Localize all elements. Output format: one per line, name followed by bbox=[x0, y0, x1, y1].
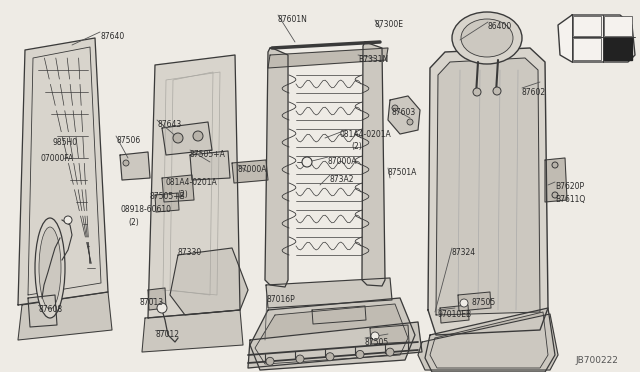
Polygon shape bbox=[312, 306, 366, 324]
Polygon shape bbox=[430, 312, 548, 368]
Text: 87643: 87643 bbox=[157, 120, 181, 129]
Circle shape bbox=[552, 162, 558, 168]
Polygon shape bbox=[436, 58, 540, 315]
Bar bbox=[573, 16, 601, 36]
Text: 87505+B: 87505+B bbox=[150, 192, 186, 201]
Polygon shape bbox=[155, 193, 179, 212]
Text: 97010EB: 97010EB bbox=[438, 310, 472, 319]
Polygon shape bbox=[545, 158, 567, 202]
Text: 87505+A: 87505+A bbox=[190, 150, 226, 159]
Text: 87300E: 87300E bbox=[375, 20, 404, 29]
Text: 87602: 87602 bbox=[522, 88, 546, 97]
Text: 87016P: 87016P bbox=[267, 295, 296, 304]
Polygon shape bbox=[425, 308, 555, 372]
Text: 87640: 87640 bbox=[100, 32, 124, 41]
Text: (2): (2) bbox=[177, 190, 188, 199]
Text: 86400: 86400 bbox=[488, 22, 512, 31]
Text: 873A2: 873A2 bbox=[330, 175, 355, 184]
Text: 87603: 87603 bbox=[392, 108, 416, 117]
Circle shape bbox=[460, 299, 468, 307]
Polygon shape bbox=[28, 295, 57, 327]
Circle shape bbox=[193, 131, 203, 141]
Circle shape bbox=[386, 348, 394, 356]
Polygon shape bbox=[265, 48, 288, 287]
Polygon shape bbox=[250, 298, 415, 370]
Bar bbox=[604, 38, 632, 60]
Bar bbox=[604, 16, 632, 36]
Polygon shape bbox=[190, 151, 230, 180]
Polygon shape bbox=[248, 322, 422, 368]
Circle shape bbox=[64, 216, 72, 224]
Polygon shape bbox=[268, 48, 388, 68]
Text: 07000FA: 07000FA bbox=[40, 154, 73, 163]
Text: B7331N: B7331N bbox=[358, 55, 388, 64]
Text: B7611Q: B7611Q bbox=[555, 195, 585, 204]
Polygon shape bbox=[142, 310, 243, 352]
Circle shape bbox=[493, 87, 501, 95]
Polygon shape bbox=[170, 248, 248, 315]
Circle shape bbox=[473, 88, 481, 96]
Circle shape bbox=[173, 133, 183, 143]
Text: 985H0: 985H0 bbox=[52, 138, 77, 147]
Circle shape bbox=[302, 157, 312, 167]
Polygon shape bbox=[18, 292, 112, 340]
Polygon shape bbox=[558, 15, 635, 62]
Text: 87000A: 87000A bbox=[328, 157, 358, 166]
Text: 87501A: 87501A bbox=[388, 168, 417, 177]
Ellipse shape bbox=[461, 19, 513, 57]
Circle shape bbox=[326, 353, 334, 361]
Ellipse shape bbox=[35, 218, 65, 318]
Circle shape bbox=[356, 350, 364, 359]
Text: 87506: 87506 bbox=[116, 136, 140, 145]
Polygon shape bbox=[370, 325, 409, 344]
Polygon shape bbox=[418, 314, 558, 370]
Circle shape bbox=[392, 105, 398, 111]
Text: 08918-60610: 08918-60610 bbox=[120, 205, 171, 214]
Circle shape bbox=[296, 355, 304, 363]
Circle shape bbox=[266, 357, 274, 365]
Polygon shape bbox=[18, 38, 108, 305]
Text: 081A4-0201A: 081A4-0201A bbox=[166, 178, 218, 187]
Text: B7620P: B7620P bbox=[555, 182, 584, 191]
Polygon shape bbox=[120, 152, 150, 180]
Text: 87324: 87324 bbox=[452, 248, 476, 257]
Text: (2): (2) bbox=[128, 218, 139, 227]
Text: 87330: 87330 bbox=[178, 248, 202, 257]
Ellipse shape bbox=[39, 227, 61, 309]
Polygon shape bbox=[362, 42, 385, 286]
Text: 87601N: 87601N bbox=[278, 15, 308, 24]
Text: 87000A: 87000A bbox=[238, 165, 268, 174]
Polygon shape bbox=[266, 278, 392, 308]
Circle shape bbox=[371, 332, 379, 340]
Text: 87608: 87608 bbox=[38, 305, 62, 314]
Polygon shape bbox=[162, 122, 212, 155]
Bar bbox=[573, 38, 601, 60]
Text: (2): (2) bbox=[351, 142, 362, 151]
Circle shape bbox=[123, 160, 129, 166]
Polygon shape bbox=[428, 48, 548, 335]
Text: 87505: 87505 bbox=[365, 338, 389, 347]
Polygon shape bbox=[440, 305, 469, 323]
Text: JB700222: JB700222 bbox=[575, 356, 618, 365]
Polygon shape bbox=[148, 288, 166, 310]
Ellipse shape bbox=[452, 12, 522, 64]
Text: 87012: 87012 bbox=[155, 330, 179, 339]
Polygon shape bbox=[458, 292, 491, 311]
Circle shape bbox=[552, 192, 558, 198]
Circle shape bbox=[407, 119, 413, 125]
Polygon shape bbox=[388, 96, 420, 134]
Text: 87505: 87505 bbox=[472, 298, 496, 307]
Polygon shape bbox=[255, 304, 408, 364]
Polygon shape bbox=[232, 160, 268, 183]
Polygon shape bbox=[148, 55, 240, 318]
Text: 87013: 87013 bbox=[140, 298, 164, 307]
Polygon shape bbox=[162, 175, 194, 202]
Text: 081A4-0201A: 081A4-0201A bbox=[340, 130, 392, 139]
Circle shape bbox=[157, 303, 167, 313]
